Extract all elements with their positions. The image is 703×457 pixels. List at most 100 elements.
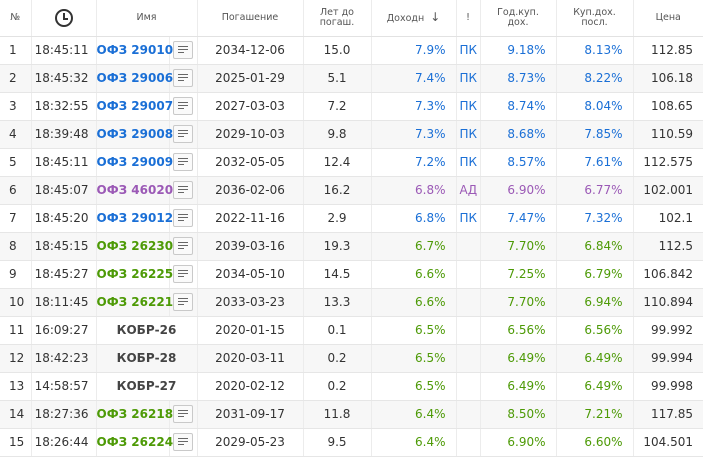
- col-header-yield[interactable]: Доходн ↓: [370, 0, 456, 37]
- row-number: 6: [0, 176, 31, 205]
- price-value: 102.1: [632, 204, 703, 233]
- bond-name-link[interactable]: ОФЗ 26218: [95, 400, 173, 429]
- bond-name-link[interactable]: ОФЗ 46020: [95, 176, 173, 205]
- menu-cell: [168, 428, 197, 457]
- bond-name-link[interactable]: ОФЗ 29008: [95, 120, 173, 149]
- annual-coupon-yield: 6.56%: [479, 316, 556, 345]
- bond-name: КОБР-26: [95, 316, 197, 345]
- menu-cell: [168, 36, 197, 65]
- maturity-date: 2033-03-23: [196, 288, 303, 317]
- maturity-date: 2027-03-03: [196, 92, 303, 121]
- annual-coupon-yield: 6.90%: [479, 428, 556, 457]
- last-coupon-yield: 7.85%: [555, 120, 633, 149]
- maturity-date: 2034-05-10: [196, 260, 303, 289]
- bond-name-link[interactable]: ОФЗ 26224: [95, 428, 173, 457]
- details-menu-icon[interactable]: [173, 237, 193, 255]
- last-coupon-yield: 6.49%: [555, 344, 633, 373]
- yield-value: 6.5%: [370, 344, 456, 373]
- bond-type-flag: [455, 344, 480, 373]
- row-number: 2: [0, 64, 31, 93]
- table-row[interactable]: 4 18:39:48 ОФЗ 29008 2029-10-03 9.8 7.3% ПК 8.6…: [0, 120, 703, 149]
- table-row[interactable]: 7 18:45:20 ОФЗ 29012 2022-11-16 2.9 6.8% ПК 7.4…: [0, 204, 703, 233]
- table-row[interactable]: 13 14:58:57 КОБР-27 2020-02-12 0.2 6.5% 6.49% 6…: [0, 372, 703, 401]
- bond-type-flag: [455, 400, 480, 429]
- details-menu-icon[interactable]: [173, 433, 193, 451]
- col-header-flag[interactable]: !: [455, 0, 480, 37]
- bond-name-link[interactable]: ОФЗ 29009: [95, 148, 173, 177]
- table-row[interactable]: 12 18:42:23 КОБР-28 2020-03-11 0.2 6.5% 6.49% 6…: [0, 344, 703, 373]
- col-header-last-coupon[interactable]: Куп.дох. посл.: [555, 0, 633, 37]
- trade-time: 18:45:07: [30, 176, 96, 205]
- table-row[interactable]: 14 18:27:36 ОФЗ 26218 2031-09-17 11.8 6.4% 8.5…: [0, 400, 703, 429]
- bond-type-flag: АД: [455, 176, 480, 205]
- bond-name-link[interactable]: ОФЗ 29006: [95, 64, 173, 93]
- details-menu-icon[interactable]: [173, 265, 193, 283]
- bond-name-link[interactable]: ОФЗ 29010: [95, 36, 173, 65]
- table-row[interactable]: 6 18:45:07 ОФЗ 46020 2036-02-06 16.2 6.8% АД 6.…: [0, 176, 703, 205]
- bond-type-flag: ПК: [455, 92, 480, 121]
- col-header-coupon[interactable]: Год.куп. дох.: [479, 0, 556, 37]
- bond-name-link[interactable]: ОФЗ 26225: [95, 260, 173, 289]
- col-header-maturity[interactable]: Погашение: [196, 0, 303, 37]
- details-menu-icon[interactable]: [173, 69, 193, 87]
- annual-coupon-yield: 7.70%: [479, 288, 556, 317]
- details-menu-icon[interactable]: [173, 209, 193, 227]
- bond-name-link[interactable]: ОФЗ 29007: [95, 92, 173, 121]
- table-row[interactable]: 15 18:26:44 ОФЗ 26224 2029-05-23 9.5 6.4% 6.90…: [0, 428, 703, 457]
- bond-name-link[interactable]: ОФЗ 29012: [95, 204, 173, 233]
- bond-type-flag: [455, 260, 480, 289]
- annual-coupon-yield: 8.50%: [479, 400, 556, 429]
- last-coupon-yield: 7.61%: [555, 148, 633, 177]
- trade-time: 18:39:48: [30, 120, 96, 149]
- price-value: 112.5: [632, 232, 703, 261]
- annual-coupon-yield: 6.49%: [479, 344, 556, 373]
- table-row[interactable]: 1 18:45:11 ОФЗ 29010 2034-12-06 15.0 7.9% ПК 9.…: [0, 36, 703, 65]
- col-header-name[interactable]: Имя: [95, 0, 197, 37]
- last-coupon-yield: 6.49%: [555, 372, 633, 401]
- maturity-date: 2022-11-16: [196, 204, 303, 233]
- bond-type-flag: ПК: [455, 120, 480, 149]
- bond-name-link[interactable]: ОФЗ 26221: [95, 288, 173, 317]
- table-row[interactable]: 8 18:45:15 ОФЗ 26230 2039-03-16 19.3 6.7% 7.70…: [0, 232, 703, 261]
- years-to-maturity: 0.2: [302, 344, 371, 373]
- col-header-price[interactable]: Цена: [632, 0, 703, 37]
- trade-time: 18:42:23: [30, 344, 96, 373]
- trade-time: 18:27:36: [30, 400, 96, 429]
- yield-value: 7.2%: [370, 148, 456, 177]
- details-menu-icon[interactable]: [173, 293, 193, 311]
- table-row[interactable]: 10 18:11:45 ОФЗ 26221 2033-03-23 13.3 6.6% 7.7…: [0, 288, 703, 317]
- menu-cell: [168, 400, 197, 429]
- table-row[interactable]: 2 18:45:32 ОФЗ 29006 2025-01-29 5.1 7.4% ПК 8.7…: [0, 64, 703, 93]
- yield-value: 7.3%: [370, 120, 456, 149]
- col-header-num[interactable]: №: [0, 0, 31, 37]
- details-menu-icon[interactable]: [173, 405, 193, 423]
- menu-cell: [168, 204, 197, 233]
- col-header-years[interactable]: Лет до погаш.: [302, 0, 371, 37]
- last-coupon-yield: 6.79%: [555, 260, 633, 289]
- yield-value: 6.5%: [370, 316, 456, 345]
- details-menu-icon[interactable]: [173, 153, 193, 171]
- table-row[interactable]: 9 18:45:27 ОФЗ 26225 2034-05-10 14.5 6.6% 7.25…: [0, 260, 703, 289]
- bond-type-flag: [455, 372, 480, 401]
- details-menu-icon[interactable]: [173, 181, 193, 199]
- table-row[interactable]: 3 18:32:55 ОФЗ 29007 2027-03-03 7.2 7.3% ПК 8.7…: [0, 92, 703, 121]
- row-number: 14: [0, 400, 31, 429]
- table-row[interactable]: 11 16:09:27 КОБР-26 2020-01-15 0.1 6.5% 6.56% 6…: [0, 316, 703, 345]
- details-menu-icon[interactable]: [173, 125, 193, 143]
- price-value: 108.65: [632, 92, 703, 121]
- table-row[interactable]: 5 18:45:11 ОФЗ 29009 2032-05-05 12.4 7.2% ПК 8.…: [0, 148, 703, 177]
- years-to-maturity: 5.1: [302, 64, 371, 93]
- maturity-date: 2025-01-29: [196, 64, 303, 93]
- price-value: 117.85: [632, 400, 703, 429]
- bond-name-link[interactable]: ОФЗ 26230: [95, 232, 173, 261]
- bond-name: КОБР-28: [95, 344, 197, 373]
- yield-value: 7.3%: [370, 92, 456, 121]
- yield-value: 7.4%: [370, 64, 456, 93]
- col-header-time[interactable]: [30, 0, 96, 37]
- years-to-maturity: 0.1: [302, 316, 371, 345]
- maturity-date: 2029-10-03: [196, 120, 303, 149]
- details-menu-icon[interactable]: [173, 97, 193, 115]
- header-row: № Имя Погашение Лет до погаш. Доходн ↓ ! Г…: [0, 0, 703, 37]
- details-menu-icon[interactable]: [173, 41, 193, 59]
- yield-value: 6.7%: [370, 232, 456, 261]
